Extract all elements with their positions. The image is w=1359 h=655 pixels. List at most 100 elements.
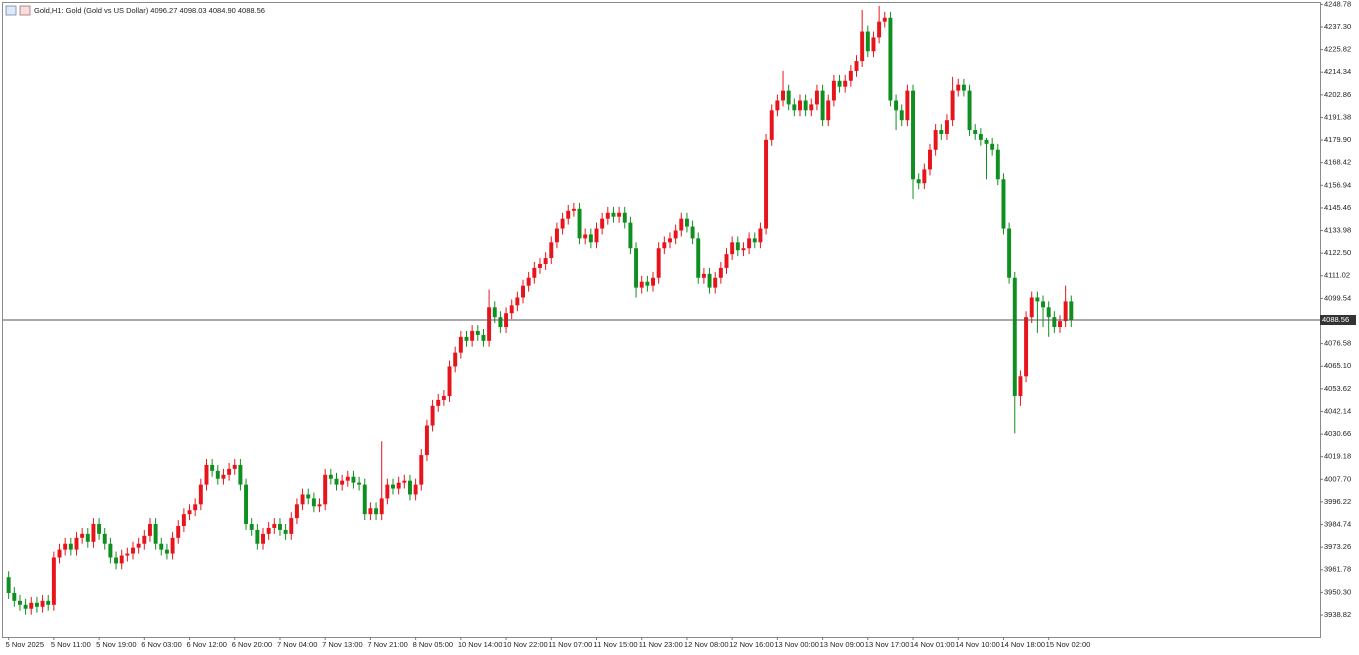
candle-body — [701, 273, 706, 278]
candle-body — [662, 242, 667, 249]
candle-body — [266, 527, 271, 534]
last-price-label: 4088.56 — [1322, 315, 1349, 324]
candle-body — [882, 17, 887, 22]
candle-body — [357, 482, 362, 485]
candle-body — [781, 90, 786, 101]
x-tick-label: 7 Nov 04:00 — [277, 640, 317, 649]
candle-body — [91, 524, 96, 542]
candle-body — [617, 212, 622, 217]
x-tick-label: 6 Nov 12:00 — [187, 640, 227, 649]
candle-body — [509, 305, 514, 314]
candle-body — [916, 179, 921, 184]
y-tick-label: 4225.82 — [1324, 45, 1351, 54]
candle-body — [814, 90, 819, 105]
candle-body — [577, 208, 582, 239]
candle-body — [340, 480, 345, 485]
x-tick-label: 14 Nov 01:00 — [910, 640, 955, 649]
y-tick-label: 4065.10 — [1324, 361, 1351, 370]
candle-body — [871, 37, 876, 52]
candle-body — [826, 100, 831, 121]
candle-body — [57, 549, 62, 558]
candle-body — [63, 543, 68, 550]
candle-body — [334, 478, 339, 485]
candle-body — [136, 543, 141, 548]
candle-body — [978, 133, 983, 140]
candle-body — [707, 273, 712, 288]
y-tick-label: 4191.38 — [1324, 112, 1351, 121]
x-tick-label: 7 Nov 13:00 — [322, 640, 362, 649]
candle-body — [119, 555, 124, 564]
candle-body — [255, 529, 260, 544]
candle-body — [424, 425, 429, 456]
x-tick-label: 6 Nov 03:00 — [141, 640, 181, 649]
candle-body — [300, 494, 305, 505]
y-tick-label: 4099.54 — [1324, 293, 1351, 302]
candle-body — [928, 149, 932, 170]
candle-body — [549, 242, 554, 259]
candle-body — [651, 277, 655, 286]
icon — [19, 5, 31, 16]
y-tick-label: 4007.70 — [1324, 474, 1351, 483]
candle-body — [566, 210, 571, 219]
x-tick-label: 14 Nov 10:00 — [955, 640, 1000, 649]
x-tick-label: 6 Nov 20:00 — [232, 640, 272, 649]
candle-body — [1029, 297, 1034, 318]
x-tick-label: 7 Nov 21:00 — [367, 640, 407, 649]
candle-body — [85, 533, 90, 542]
candle-body — [23, 604, 28, 609]
candle-body — [181, 514, 186, 526]
candle-body — [820, 90, 825, 121]
candle-body — [159, 543, 164, 550]
candle-body — [803, 100, 808, 111]
candle-body — [899, 110, 904, 121]
candle-body — [532, 267, 537, 278]
candle-body — [1035, 297, 1040, 302]
candle-body — [865, 31, 870, 52]
candle-body — [441, 395, 446, 400]
x-tick-label: 10 Nov 22:00 — [503, 640, 548, 649]
candle-body — [537, 263, 542, 268]
y-tick-label: 3973.26 — [1324, 542, 1351, 551]
y-tick-label: 3950.30 — [1324, 587, 1351, 596]
candle-body — [419, 455, 424, 485]
candle-body — [362, 484, 367, 515]
candle-body — [724, 254, 729, 268]
candle-body — [492, 307, 497, 318]
y-tick-label: 4111.02 — [1324, 271, 1350, 280]
candle-body — [142, 535, 147, 544]
candle-body — [854, 61, 859, 71]
candle-body — [345, 476, 350, 481]
candle-body — [125, 553, 130, 556]
chart-title: Gold,H1: Gold (Gold vs US Dollar) 4096.2… — [34, 6, 265, 15]
candle-body — [905, 90, 910, 121]
candle-body — [221, 474, 226, 479]
candle-body — [34, 602, 39, 607]
x-tick-label: 5 Nov 19:00 — [96, 640, 136, 649]
x-tick-label: 10 Nov 14:00 — [458, 640, 503, 649]
candle-body — [244, 484, 249, 525]
y-tick-label: 3961.78 — [1324, 565, 1351, 574]
candle-body — [97, 524, 102, 534]
candle-body — [238, 464, 243, 485]
x-tick-label: 5 Nov 2025 — [6, 640, 44, 649]
candle-body — [775, 100, 780, 111]
candle-body — [227, 468, 232, 475]
candle-body — [956, 84, 961, 91]
candle-body — [560, 218, 565, 229]
candle-body — [430, 405, 435, 426]
y-tick-label: 4145.46 — [1324, 203, 1351, 212]
candle-body — [758, 228, 763, 243]
x-tick-label: 15 Nov 02:00 — [1046, 640, 1091, 649]
candle-body — [622, 212, 627, 223]
candle-body — [888, 17, 893, 101]
title-icons — [5, 5, 31, 16]
candle-body — [911, 90, 916, 180]
candle-body — [311, 498, 316, 507]
candle-body — [1024, 317, 1029, 377]
candle-body — [1052, 317, 1057, 328]
candle-body — [385, 484, 390, 499]
candle-body — [215, 470, 220, 479]
candle-body — [735, 242, 740, 251]
x-tick-label: 13 Nov 00:00 — [774, 640, 819, 649]
candle-body — [798, 100, 802, 111]
